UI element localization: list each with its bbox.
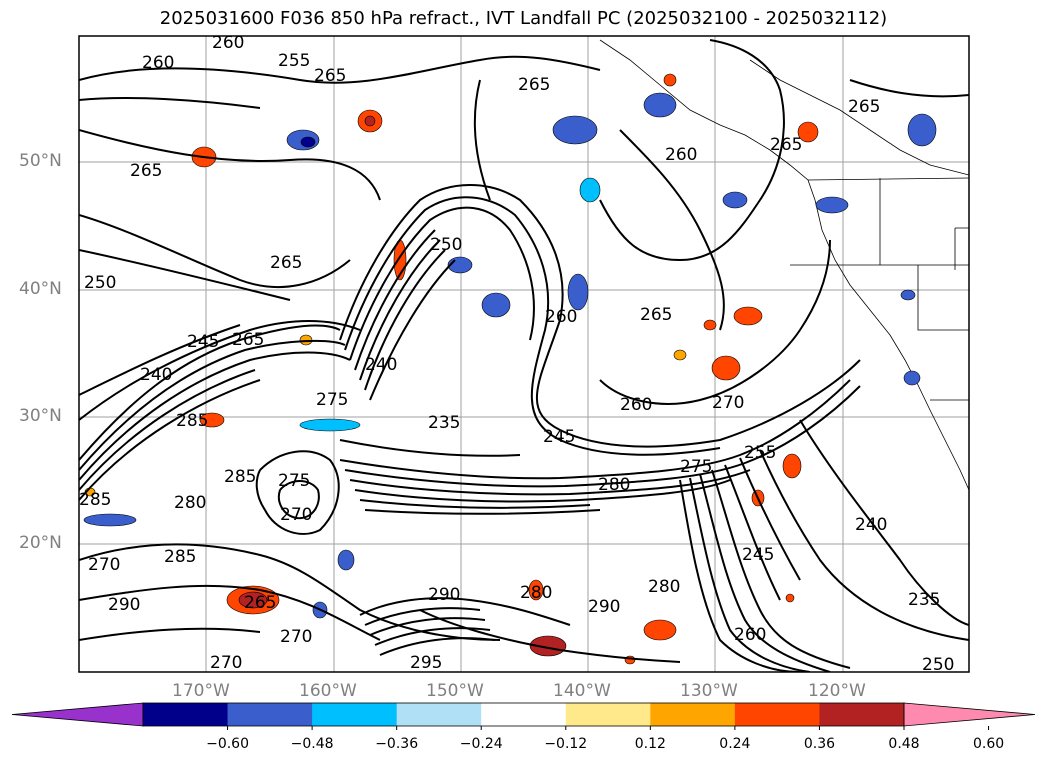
contour-label: 285 <box>79 490 111 510</box>
contour-label: 285 <box>176 411 208 431</box>
contour-label: 295 <box>410 653 442 673</box>
contour-label: 250 <box>922 655 954 675</box>
colorbar-segment <box>734 703 820 726</box>
map-panel <box>79 36 969 672</box>
colorbar-segment <box>227 703 313 726</box>
lat-label: 30°N <box>19 406 62 426</box>
contour-label: 260 <box>734 625 766 645</box>
contour-label: 290 <box>588 597 620 617</box>
lon-label: 170°W <box>172 681 230 701</box>
map-title: 2025031600 F036 850 hPa refract., IVT La… <box>159 8 888 29</box>
contour-label: 235 <box>428 413 460 433</box>
lat-label: 40°N <box>19 279 62 299</box>
contour-label: 280 <box>598 475 630 495</box>
colorbar-tick-label: −0.24 <box>459 736 503 752</box>
contour-label: 275 <box>278 471 310 491</box>
contour-label: 280 <box>174 493 206 513</box>
contour-label: 260 <box>620 395 652 415</box>
contour-label: 265 <box>232 330 264 350</box>
contour-label: 245 <box>543 427 575 447</box>
colorbar-tick-label: −0.12 <box>544 736 588 752</box>
contour-label: 270 <box>280 505 312 525</box>
colorbar-segment <box>565 703 651 726</box>
contour-label: 265 <box>270 253 302 273</box>
contour-label: 255 <box>744 443 776 463</box>
contour-label: 245 <box>187 332 219 352</box>
colorbar-segment <box>143 703 229 726</box>
map-border <box>78 35 970 673</box>
colorbar-extend-high <box>903 702 1036 727</box>
lat-label: 50°N <box>19 151 62 171</box>
colorbar-segment <box>396 703 482 726</box>
lon-label: 140°W <box>553 681 611 701</box>
contour-label: 265 <box>314 66 346 86</box>
contour-label: 250 <box>84 273 116 293</box>
colorbar <box>11 702 1036 730</box>
lat-label: 20°N <box>19 533 62 553</box>
contour-label: 240 <box>855 515 887 535</box>
colorbar-segment <box>312 703 398 726</box>
colorbar-outline <box>142 702 905 727</box>
contour-label: 270 <box>88 555 120 575</box>
colorbar-tick-label: 0.24 <box>719 736 751 752</box>
contour-label: 265 <box>770 135 802 155</box>
colorbar-tick-label: −0.48 <box>290 736 334 752</box>
colorbar-tick-label: 0.12 <box>634 736 666 752</box>
contour-label: 260 <box>545 307 577 327</box>
contour-label: 245 <box>742 545 774 565</box>
contour-label: 290 <box>108 595 140 615</box>
lon-label: 160°W <box>299 681 357 701</box>
contour-label: 265 <box>848 97 880 117</box>
contour-label: 270 <box>280 627 312 647</box>
colorbar-segment <box>819 703 905 726</box>
contour-label: 270 <box>210 653 242 673</box>
contour-label: 265 <box>130 161 162 181</box>
lon-label: 120°W <box>808 681 866 701</box>
colorbar-tick-label: −0.60 <box>206 736 249 752</box>
contour-label: 290 <box>428 585 460 605</box>
contour-label: 280 <box>520 583 552 603</box>
contour-label: 265 <box>640 305 672 325</box>
contour-label: 250 <box>430 235 462 255</box>
colorbar-tick-label: −0.36 <box>375 736 419 752</box>
contour-label: 285 <box>224 467 256 487</box>
contour-label: 275 <box>316 390 348 410</box>
colorbar-tick-label: 0.48 <box>888 736 920 752</box>
contour-label: 240 <box>365 355 397 375</box>
contour-label: 280 <box>648 577 680 597</box>
contour-label: 285 <box>164 547 196 567</box>
contour-label: 240 <box>140 365 172 385</box>
colorbar-tick-label: 0.60 <box>972 736 1005 752</box>
contour-label: 260 <box>212 33 244 53</box>
colorbar-segment <box>650 703 736 726</box>
colorbar-extend-low <box>11 702 144 727</box>
contour-label: 265 <box>244 593 276 613</box>
contour-label: 255 <box>278 51 310 71</box>
contour-label: 260 <box>665 145 697 165</box>
contour-label: 260 <box>142 53 174 73</box>
contour-label: 270 <box>712 393 744 413</box>
lon-label: 150°W <box>426 681 484 701</box>
lon-label: 130°W <box>680 681 738 701</box>
contour-label: 275 <box>680 457 712 477</box>
contour-label: 265 <box>518 75 550 95</box>
contour-label: 235 <box>908 590 940 610</box>
refractivity-contours <box>79 39 969 672</box>
colorbar-segment <box>481 703 567 726</box>
shaded-anomalies <box>83 73 937 665</box>
contour-labels: 260 260 255 265 265 265 265 265 265 260 … <box>79 33 954 675</box>
colorbar-tick-label: 0.36 <box>803 736 836 752</box>
coastlines <box>599 39 969 491</box>
